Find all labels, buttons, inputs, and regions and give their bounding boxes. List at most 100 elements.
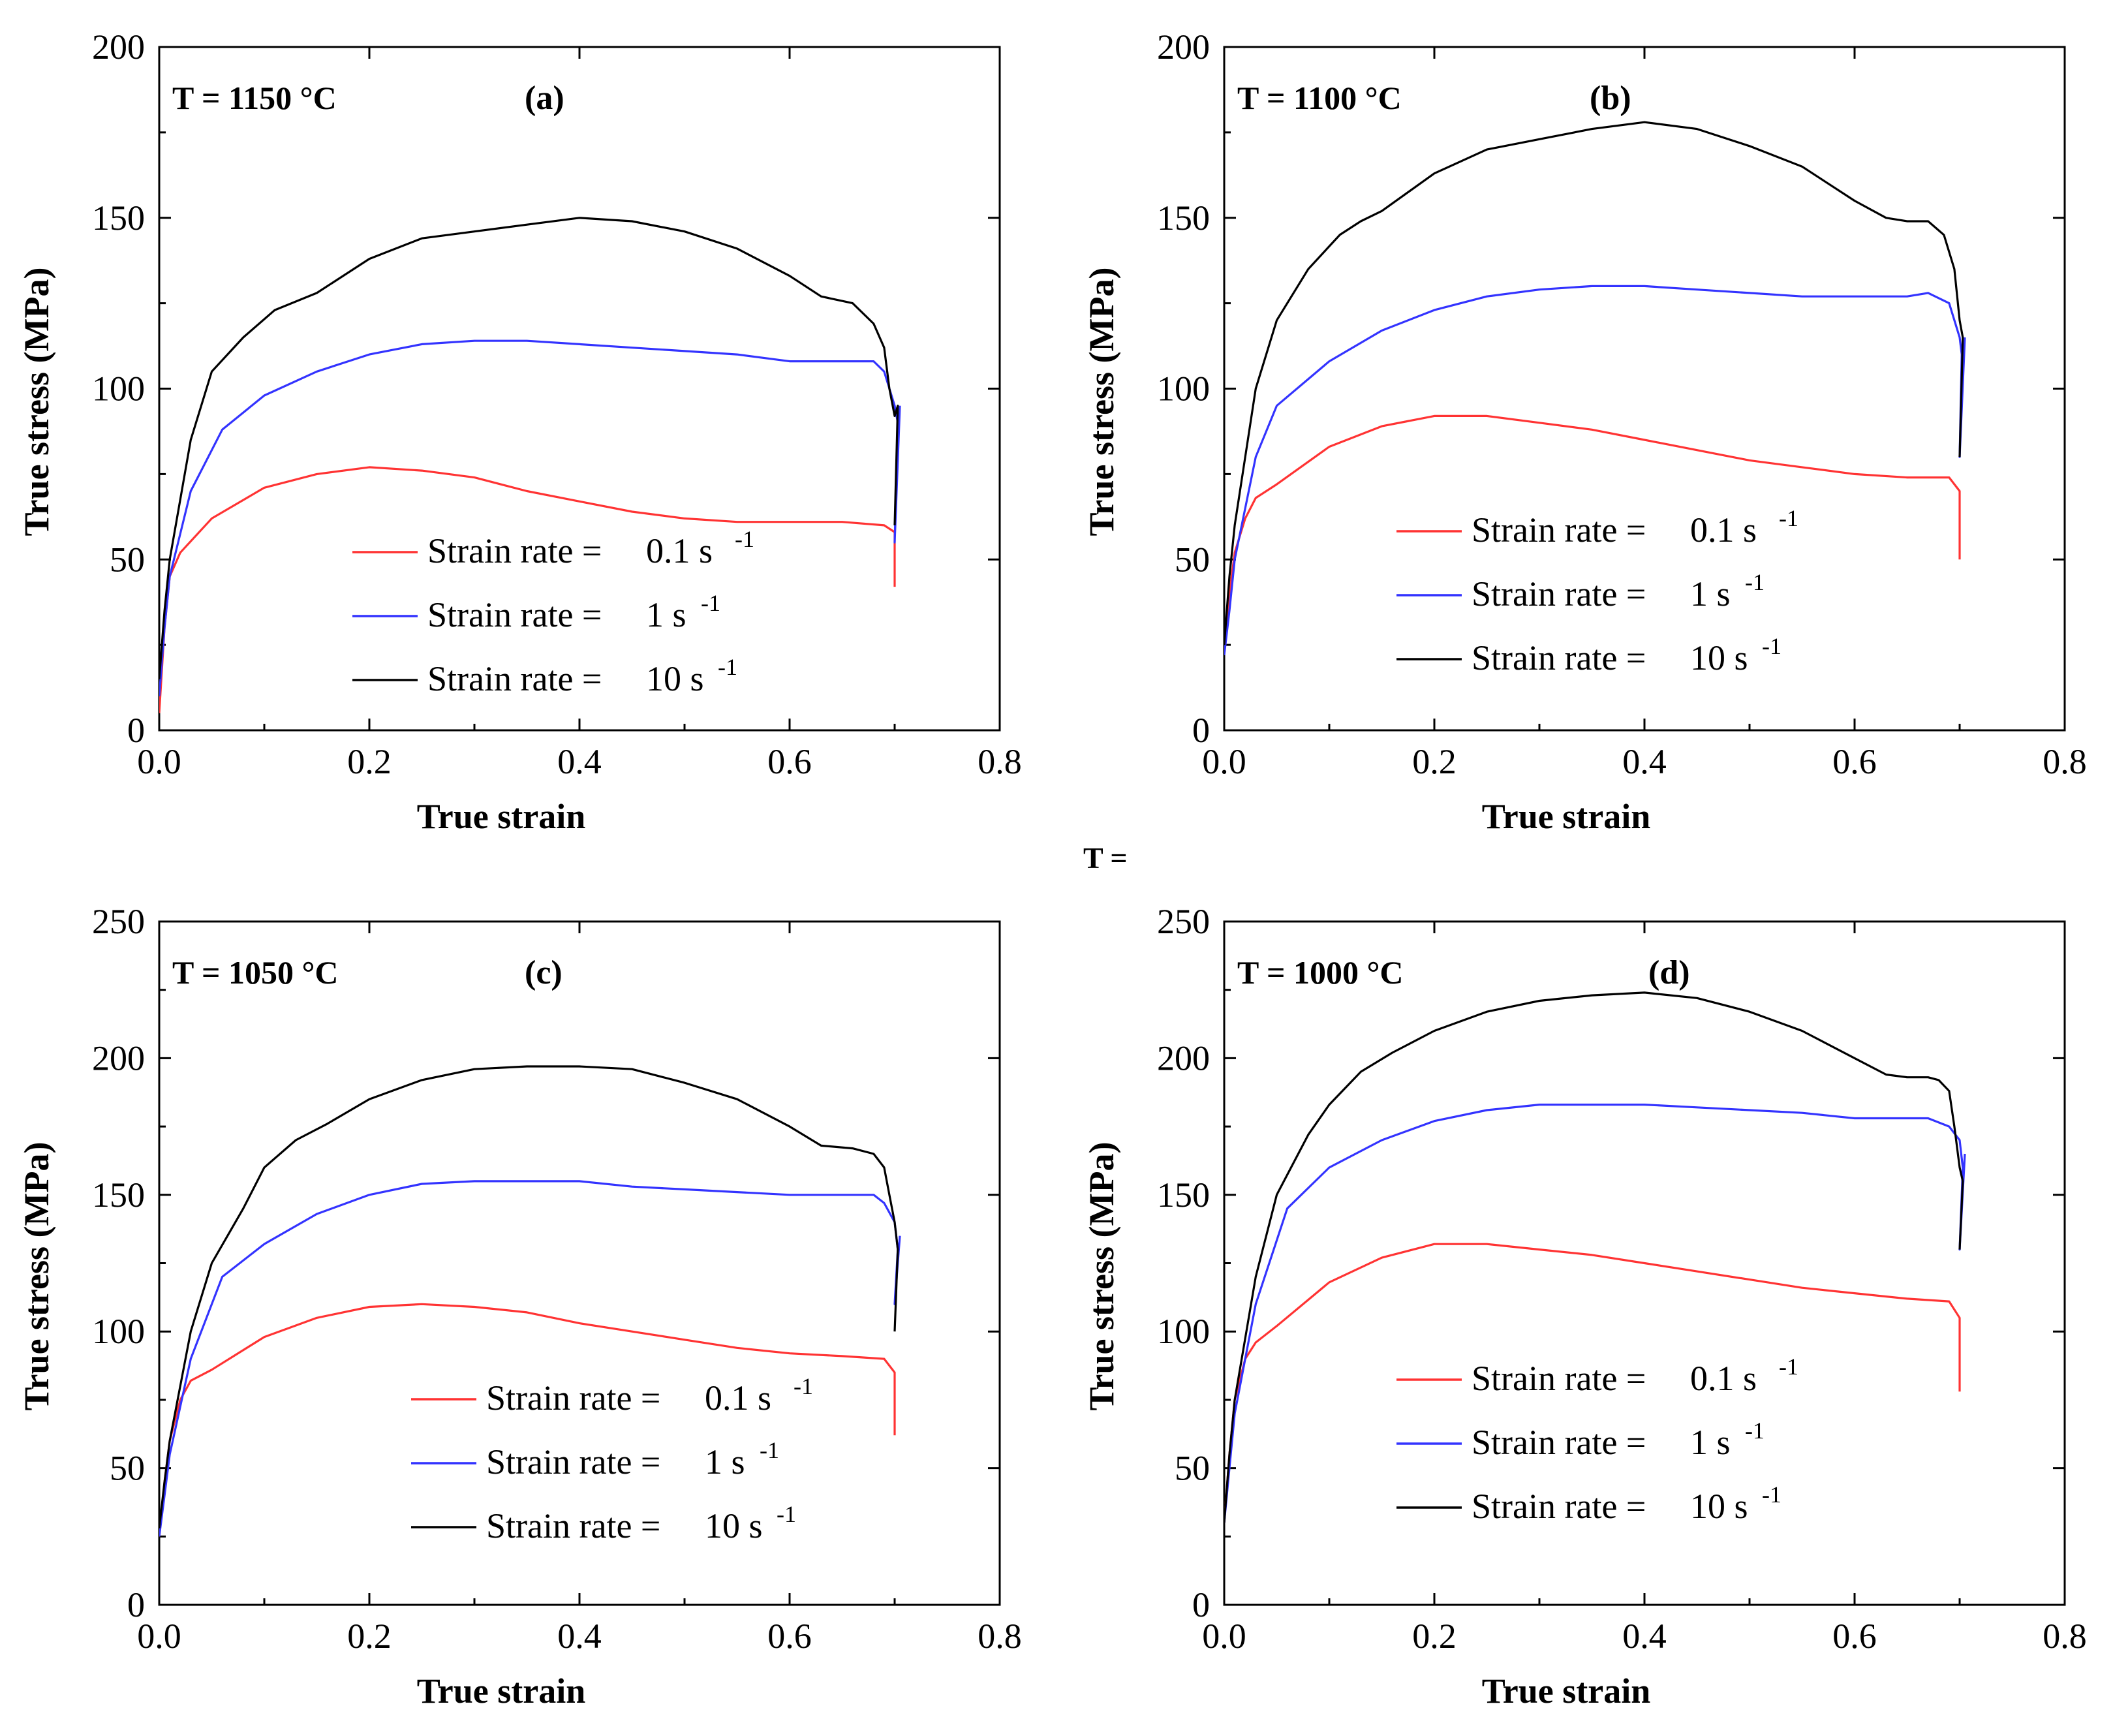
legend-prefix: Strain rate = [486,1442,660,1481]
x-tick-label: 0.8 [978,742,1022,781]
y-tick-label: 200 [92,27,145,67]
series-line-1-s [1224,285,1966,655]
legend-superscript: -1 [735,526,754,552]
legend-value: 1 s [1690,574,1731,613]
y-tick-label: 0 [1192,711,1210,750]
x-axis-title: True strain [417,797,585,836]
x-tick-label: 0.4 [557,1617,602,1656]
legend-prefix: Strain rate = [486,1506,660,1545]
y-tick-label: 200 [1157,27,1210,67]
plot-frame [1223,46,2066,732]
legend-value: 10 s [646,659,704,698]
series-line-10-s [159,1065,899,1528]
legend: Strain rate = 0.1 s -1 Strain rate = 1 s -1 St… [352,526,754,698]
y-tick-label: 200 [92,1038,145,1077]
y-tick-label: 0 [127,1585,145,1624]
legend-value: 10 s [1690,1487,1748,1526]
y-tick-label: 50 [110,1449,145,1488]
series-line-1-s [159,339,901,696]
y-tick-label: 100 [1157,369,1210,409]
legend-prefix: Strain rate = [427,531,602,570]
legend-value: 10 s [705,1506,763,1545]
legend-superscript: -1 [777,1501,796,1527]
chart-panel-c: 0.0 0.2 0.4 0.6 0.8 0 50 100 150 200 250 True strai… [17,902,1022,1711]
series-line-0-1-s [1224,414,1961,645]
chart-panel-a: 0.0 0.2 0.4 0.6 0.8 0 50 100 150 200 True strain Tr… [17,27,1022,836]
x-tick-label: 0.4 [557,742,602,781]
legend-prefix: Strain rate = [1472,1423,1646,1462]
x-tick-label: 0.6 [767,1617,812,1656]
legend-prefix: Strain rate = [1472,1359,1646,1398]
y-tick-label: 100 [1157,1312,1210,1351]
legend: Strain rate = 0.1 s -1 Strain rate = 1 s -1 St… [1396,1354,1798,1526]
x-tick-label: 0.2 [347,1617,392,1656]
y-tick-label: 200 [1157,1038,1210,1077]
x-tick-label: 0.2 [347,742,392,781]
x-tick-label: 0.6 [1832,1617,1877,1656]
temperature-label: T = 1050 °C [172,954,339,991]
y-tick-label: 50 [1175,540,1210,579]
temperature-label: T = 1150 °C [172,80,337,116]
x-tick-label: 0.0 [137,1617,181,1656]
x-tick-label: 0.8 [978,1617,1022,1656]
legend-superscript: -1 [701,590,720,616]
y-tick-label: 100 [92,1312,145,1351]
legend-prefix: Strain rate = [1472,638,1646,677]
x-tick-label: 0.8 [2043,742,2087,781]
panel-label: (d) [1648,954,1690,991]
x-tick-label: 0.6 [767,742,812,781]
y-axis-title: True stress (MPa) [17,1142,56,1411]
legend-prefix: Strain rate = [1472,1487,1646,1526]
x-axis-title: True strain [1482,1671,1650,1711]
y-tick-label: 150 [92,198,145,238]
chart-panel-d: 0.0 0.2 0.4 0.6 0.8 0 50 100 150 200 250 True strai… [1082,902,2087,1711]
legend-superscript: -1 [1779,505,1798,531]
panel-label: (c) [525,954,563,991]
legend-superscript: -1 [1745,1418,1765,1444]
series-line-1-s [159,1180,901,1537]
legend-prefix: Strain rate = [486,1378,660,1418]
legend-superscript: -1 [1745,569,1765,595]
legend-value: 1 s [646,595,686,634]
x-axis-title: True strain [1482,797,1650,836]
y-axis-title: True stress (MPa) [1082,268,1121,536]
x-tick-label: 0.2 [1412,742,1457,781]
legend-superscript: -1 [760,1437,779,1463]
legend-superscript: -1 [794,1373,813,1399]
series-line-10-s [1224,991,1964,1523]
legend-value: 0.1 s [705,1378,771,1418]
series-line-1-s [1224,1103,1966,1523]
legend-superscript: -1 [1762,633,1781,659]
panel-label: (a) [525,80,564,117]
legend: Strain rate = 0.1 s -1 Strain rate = 1 s -1 St… [1396,505,1798,677]
series-line-0-1-s [1224,1243,1961,1523]
temperature-label: T = 1100 °C [1237,80,1402,116]
y-tick-label: 250 [92,902,145,941]
x-tick-label: 0.6 [1832,742,1877,781]
legend-superscript: -1 [1779,1354,1798,1380]
x-tick-label: 0.0 [1202,1617,1246,1656]
legend-value: 1 s [1690,1423,1731,1462]
legend-prefix: Strain rate = [1472,510,1646,550]
series-line-0-1-s [159,466,896,713]
plot-frame [158,920,1001,1606]
legend: Strain rate = 0.1 s -1 Strain rate = 1 s -1 St… [411,1373,813,1545]
y-axis-title: True stress (MPa) [1082,1142,1121,1411]
y-axis-title: True stress (MPa) [17,268,56,536]
legend-prefix: Strain rate = [1472,574,1646,613]
series-line-10-s [159,217,899,679]
x-tick-label: 0.8 [2043,1617,2087,1656]
legend-value: 0.1 s [1690,510,1757,550]
legend-superscript: -1 [1762,1481,1781,1508]
stray-text: T = [1083,841,1128,875]
y-tick-label: 250 [1157,902,1210,941]
y-tick-label: 100 [92,369,145,409]
x-tick-label: 0.0 [137,742,181,781]
x-tick-label: 0.4 [1622,1617,1667,1656]
legend-value: 10 s [1690,638,1748,677]
legend-value: 0.1 s [646,531,713,570]
legend-prefix: Strain rate = [427,659,602,698]
legend-prefix: Strain rate = [427,595,602,634]
y-tick-label: 50 [110,540,145,579]
chart-panel-b: 0.0 0.2 0.4 0.6 0.8 0 50 100 150 200 True strain Tr… [1082,27,2087,836]
